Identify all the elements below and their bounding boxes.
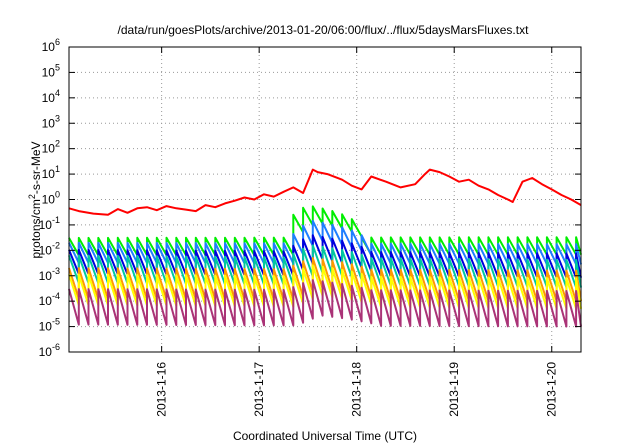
x-tick-label: 2013-1-16 bbox=[155, 362, 169, 417]
y-tick-exponent: -3 bbox=[52, 266, 60, 276]
x-tick-label: 2013-1-18 bbox=[350, 362, 364, 417]
y-tick-exponent: 5 bbox=[55, 62, 60, 72]
y-tick-label: 100 bbox=[42, 190, 60, 207]
y-tick-exponent: -5 bbox=[52, 317, 60, 327]
y-tick-exponent: -6 bbox=[52, 342, 60, 352]
y-axis-label: protons/cm2-s-sr-MeV bbox=[27, 141, 43, 258]
y-tick-label: 105 bbox=[42, 62, 60, 79]
y-tick-label: 10-6 bbox=[39, 342, 60, 359]
y-tick-exponent: -1 bbox=[52, 215, 60, 225]
y-tick-exponent: 6 bbox=[55, 37, 60, 47]
y-tick-label: 10-5 bbox=[39, 317, 60, 334]
y-tick-label: 106 bbox=[42, 37, 60, 54]
y-tick-exponent: 1 bbox=[55, 164, 60, 174]
grid bbox=[69, 46, 581, 353]
y-tick-exponent: -4 bbox=[52, 291, 60, 301]
y-tick-exponent: 3 bbox=[55, 113, 60, 123]
series-layer bbox=[68, 168, 582, 328]
x-axis: 2013-1-16 2013-1-17 2013-1-18 2013-1-19 2013… bbox=[155, 47, 559, 417]
y-axis-label-part: -s-sr-MeV bbox=[29, 141, 43, 194]
y-tick-label: 104 bbox=[42, 88, 60, 105]
x-tick-label: 2013-1-17 bbox=[252, 362, 266, 417]
series-line-2 bbox=[68, 205, 582, 257]
x-tick-label: 2013-1-20 bbox=[545, 362, 559, 417]
chart-title: /data/run/goesPlots/archive/2013-01-20/0… bbox=[118, 23, 530, 37]
y-axis-label-part: protons/cm bbox=[29, 199, 43, 258]
y-tick-label: 103 bbox=[42, 113, 60, 130]
y-tick-exponent: 4 bbox=[55, 88, 60, 98]
series-line-8 bbox=[68, 279, 582, 328]
x-tick-label: 2013-1-19 bbox=[447, 362, 461, 417]
y-tick-label: 102 bbox=[42, 139, 60, 156]
y-axis-label-part: 2 bbox=[27, 194, 37, 199]
y-tick-exponent: -2 bbox=[52, 240, 60, 250]
y-tick-exponent: 2 bbox=[55, 139, 60, 149]
y-tick-exponent: 0 bbox=[55, 190, 60, 200]
y-tick-label: 10-3 bbox=[39, 266, 60, 283]
x-axis-label: Coordinated Universal Time (UTC) bbox=[233, 429, 417, 443]
y-tick-label: 101 bbox=[42, 164, 60, 181]
y-tick-label: 10-4 bbox=[39, 291, 60, 308]
series-line-1 bbox=[68, 168, 582, 216]
